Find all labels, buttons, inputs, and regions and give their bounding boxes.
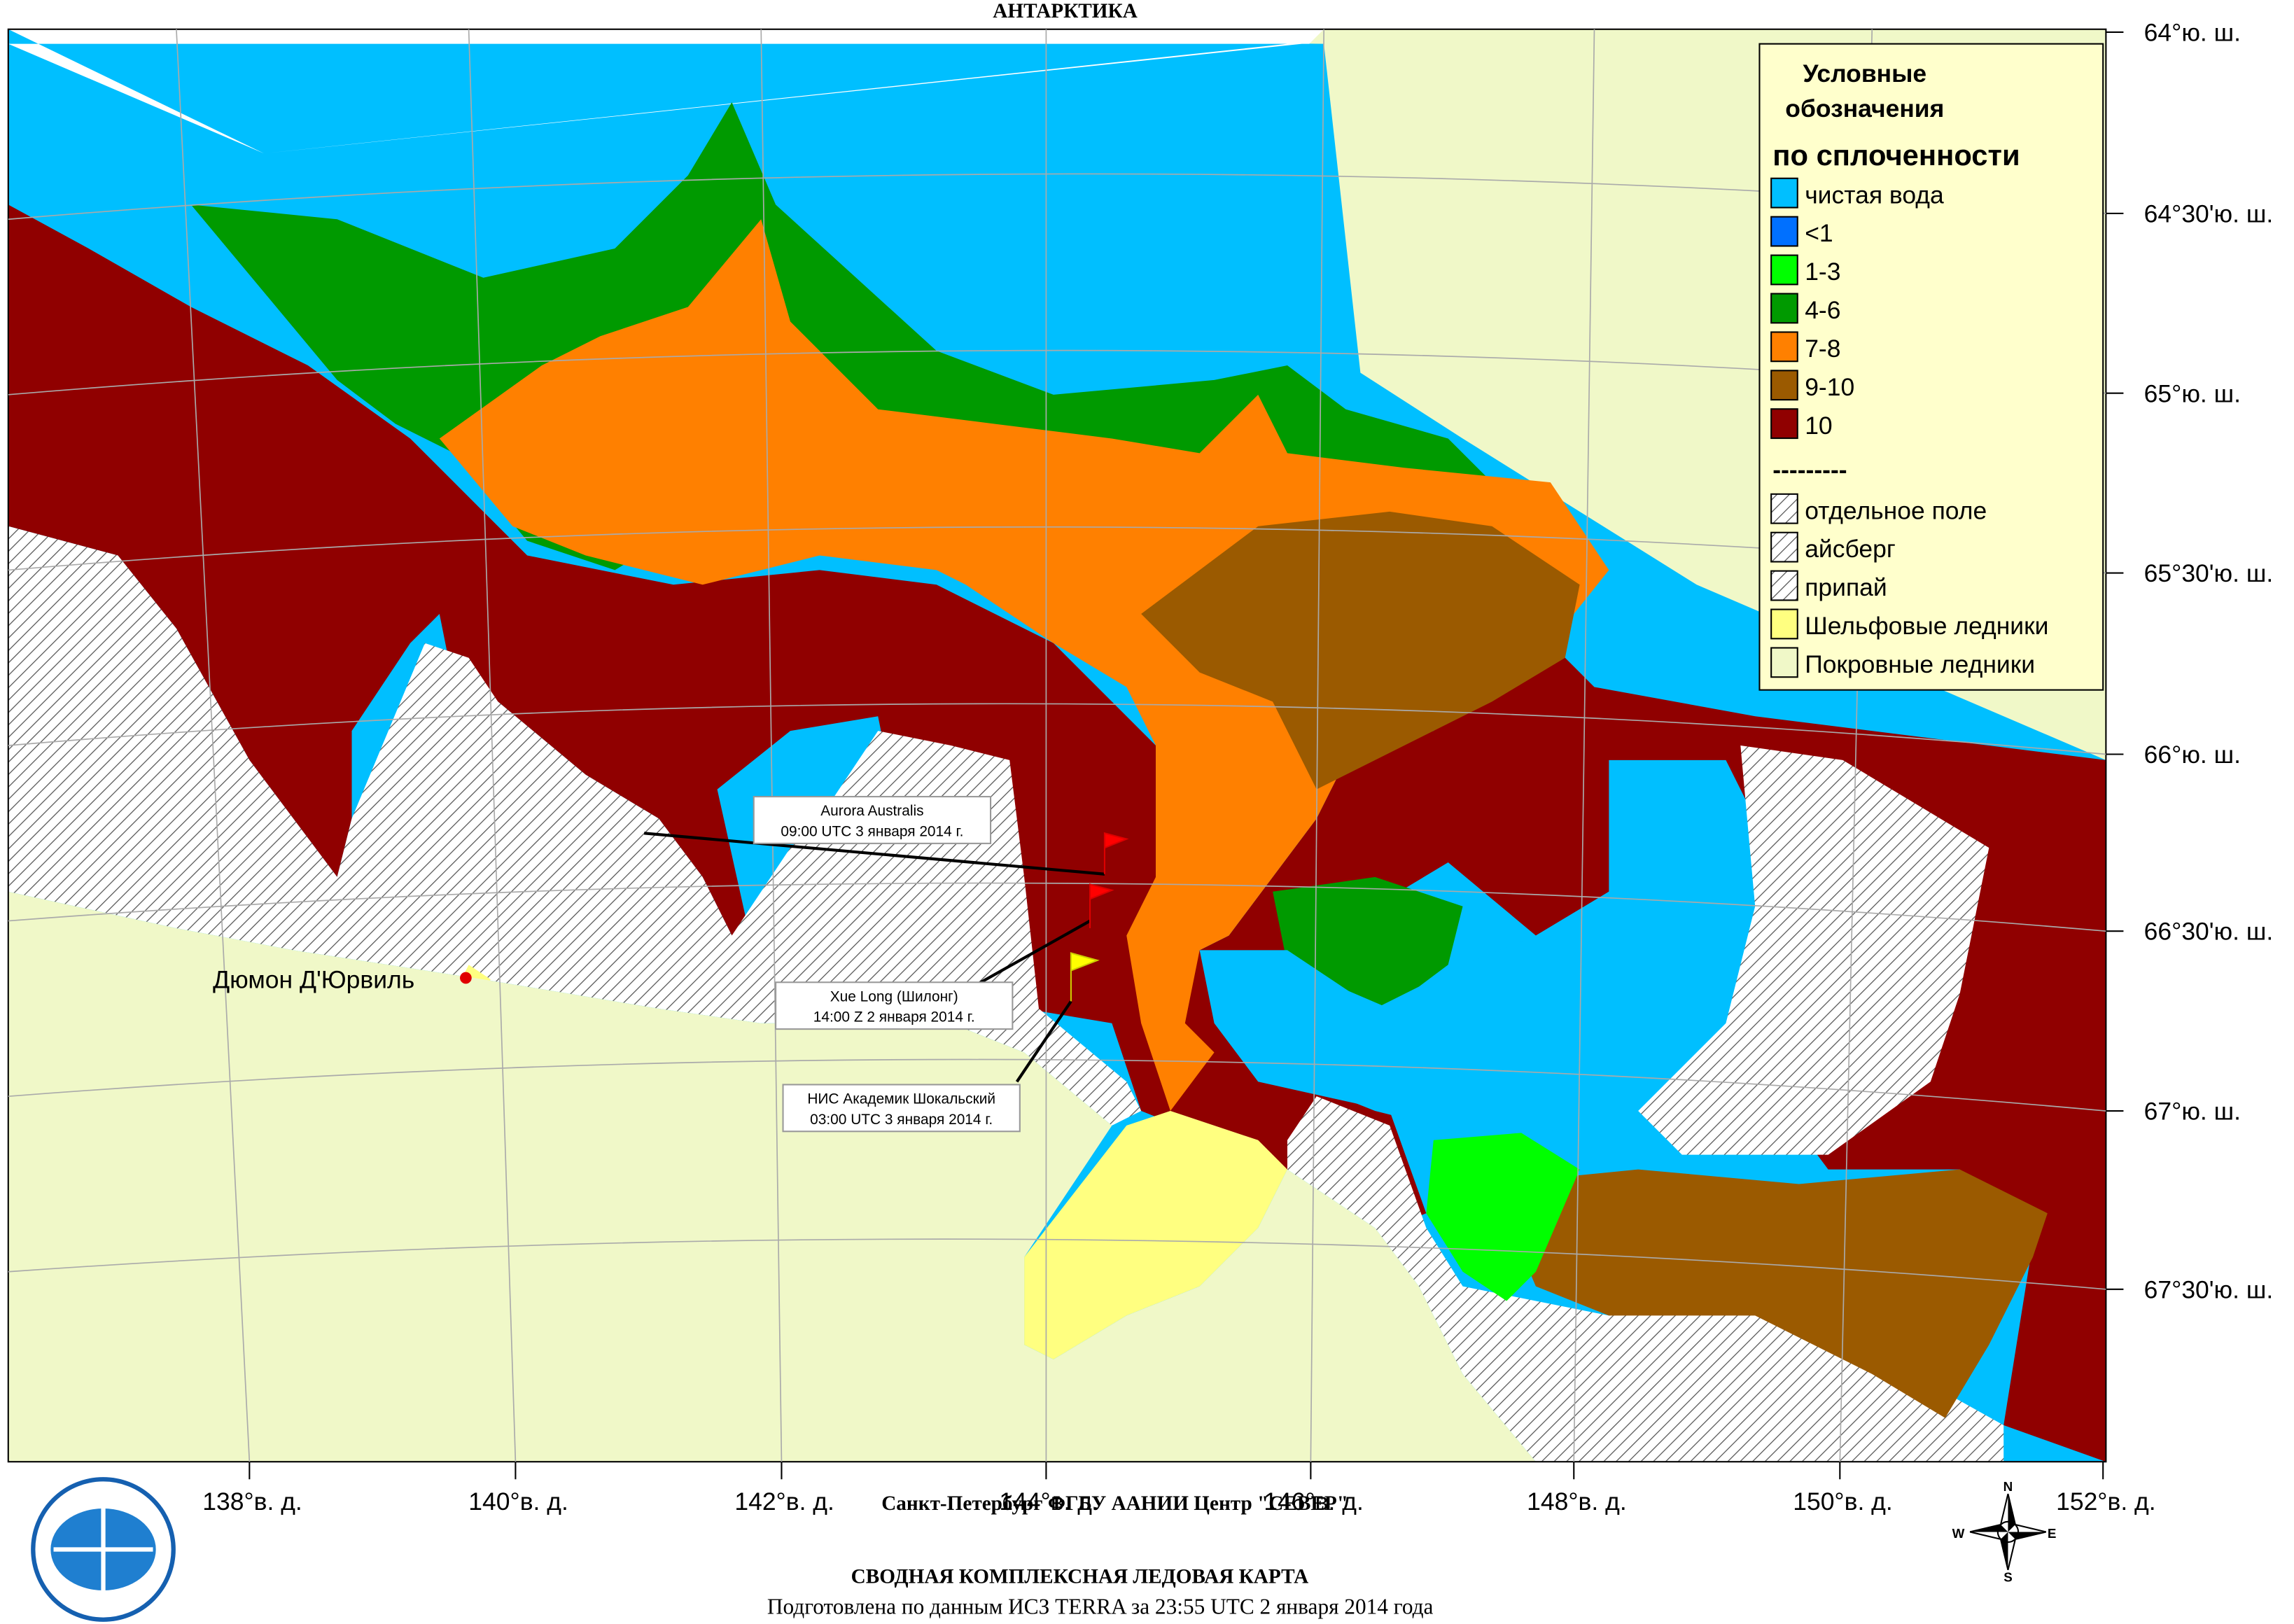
legend-label: 10 — [1805, 412, 1832, 440]
ship-label-box — [753, 796, 992, 844]
legend-separator: --------- — [1772, 456, 1847, 484]
lon-label: 152°в. д. — [2056, 1488, 2156, 1516]
station — [460, 972, 472, 984]
lon-label: 142°в. д. — [734, 1488, 834, 1516]
legend-swatch — [1770, 408, 1798, 440]
ship-label-box — [775, 981, 1014, 1030]
lat-label: 67°ю. ш. — [2144, 1098, 2241, 1126]
legend-label: 9-10 — [1805, 373, 1854, 401]
ship-label-box — [782, 1084, 1021, 1133]
ship-name: НИС Академик Шокальский — [807, 1091, 995, 1107]
station-label: Дюмон Д'Юрвиль — [213, 966, 414, 994]
legend-swatch — [1770, 370, 1798, 401]
lat-label: 66°ю. ш. — [2144, 741, 2241, 769]
legend-label: 4-6 — [1805, 296, 1840, 324]
legend-label: <1 — [1805, 219, 1833, 247]
lon-label: 150°в. д. — [1793, 1488, 1893, 1516]
ship-name: Aurora Australis — [820, 803, 923, 819]
lat-label: 64°ю. ш. — [2144, 18, 2241, 46]
lon-label: 144°в. д. — [999, 1488, 1099, 1516]
footer-title: СВОДНАЯ КОМПЛЕКСНАЯ ЛЕДОВАЯ КАРТА — [851, 1566, 1309, 1588]
legend-swatch — [1770, 216, 1798, 247]
legend-label: 7-8 — [1805, 335, 1840, 363]
station-marker — [460, 972, 472, 984]
lon-label: 138°в. д. — [202, 1488, 302, 1516]
legend-swatch — [1770, 331, 1798, 363]
legend-swatch — [1770, 531, 1798, 563]
ship-time: 03:00 UTC 3 января 2014 г. — [810, 1112, 993, 1128]
ship-name: Xue Long (Шилонг) — [830, 988, 958, 1004]
ship-markers — [643, 832, 1129, 1083]
map-title: АНТАРКТИКА — [993, 0, 1138, 22]
legend-label: отдельное поле — [1805, 496, 1987, 524]
map-area — [8, 29, 2106, 1462]
compass-letter: S — [2003, 1569, 2013, 1584]
legend-title: обозначения — [1785, 94, 1944, 122]
lat-label: 65°30'ю. ш. — [2144, 559, 2274, 587]
footer-source: Подготовлена по данным ИСЗ TERRA за 23:5… — [767, 1594, 1434, 1618]
lon-label: 146°в. д. — [1264, 1488, 1364, 1516]
ship-time: 14:00 Z 2 января 2014 г. — [813, 1009, 975, 1026]
legend-swatch — [1770, 177, 1798, 209]
lon-label: 140°в. д. — [468, 1488, 568, 1516]
legend-label: Покровные ледники — [1805, 650, 2035, 678]
legend-swatch — [1770, 647, 1798, 678]
compass — [1969, 1493, 2046, 1570]
lat-label: 65°ю. ш. — [2144, 379, 2241, 407]
ship-time: 09:00 UTC 3 января 2014 г. — [781, 823, 963, 839]
legend-label: 1-3 — [1805, 258, 1840, 286]
legend-subtitle: по сплоченности — [1772, 139, 2020, 172]
legend-label: припай — [1805, 573, 1887, 601]
legend — [1758, 43, 2104, 691]
footer-org: Санкт-Петербург ФГБУ ААНИИ Центр "СЕВЕР" — [881, 1492, 1348, 1515]
graticule — [8, 29, 2106, 1462]
logo — [31, 1477, 176, 1622]
legend-label: Шельфовые ледники — [1805, 612, 2048, 640]
legend-swatch — [1770, 293, 1798, 324]
legend-swatch — [1770, 608, 1798, 640]
legend-label: чистая вода — [1805, 181, 1944, 209]
legend-swatch — [1770, 493, 1798, 524]
compass-letter: W — [1952, 1526, 1965, 1541]
legend-title: Условные — [1803, 59, 1927, 88]
legend-swatch — [1770, 254, 1798, 286]
legend-label: айсберг — [1805, 535, 1896, 563]
lat-label: 64°30'ю. ш. — [2144, 200, 2274, 227]
legend-swatch — [1770, 570, 1798, 601]
lat-label: 67°30'ю. ш. — [2144, 1275, 2274, 1303]
lat-label: 66°30'ю. ш. — [2144, 918, 2274, 946]
lon-label: 148°в. д. — [1527, 1488, 1627, 1516]
compass-letter: N — [2003, 1479, 2013, 1494]
compass-letter: E — [2048, 1526, 2057, 1541]
